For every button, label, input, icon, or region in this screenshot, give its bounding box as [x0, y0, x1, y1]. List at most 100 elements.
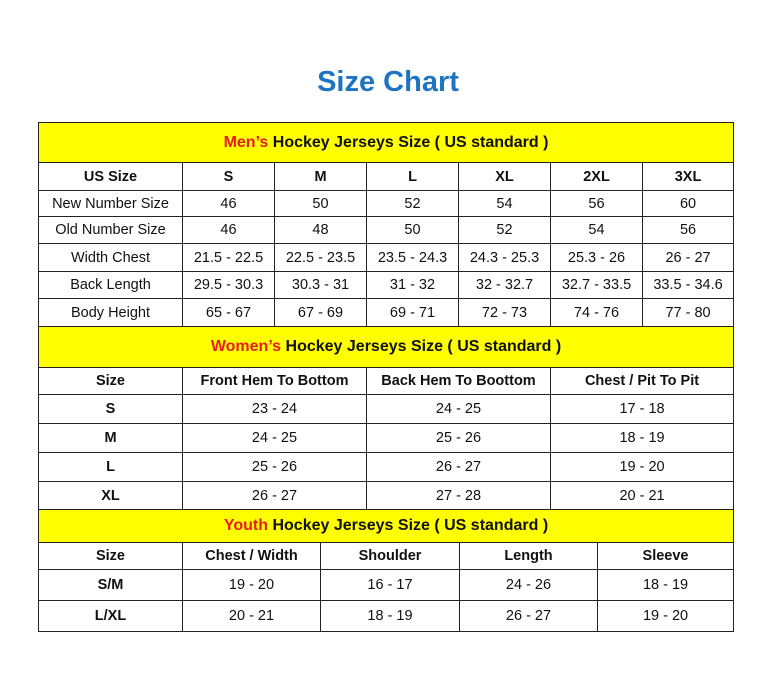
column-header-text: L: [408, 168, 417, 185]
table-cell: 30.3 - 31: [274, 271, 367, 299]
table-cell: 19 - 20: [182, 569, 321, 601]
table-cell: 26 - 27: [182, 481, 367, 510]
table-cell: 46: [182, 190, 275, 217]
column-header-text: Sleeve: [642, 548, 689, 564]
table-cell: L/XL: [38, 600, 183, 632]
table-cell: 32 - 32.7: [458, 271, 551, 299]
column-header-text: Chest / Pit To Pit: [584, 373, 700, 389]
section-title: Women’s Hockey Jerseys Size ( US standar…: [37, 326, 735, 368]
table-cell: 25 - 26: [366, 423, 551, 453]
table-cell: 26 - 27: [459, 600, 598, 632]
table-cell: 29.5 - 30.3: [182, 271, 275, 299]
table-cell: M: [38, 423, 183, 453]
table-cell: 18 - 19: [549, 423, 735, 453]
table-cell: 25.3 - 26: [550, 243, 643, 272]
column-header-text: Front Hem To Bottom: [200, 373, 349, 389]
table-cell: 60: [641, 190, 735, 217]
table-cell: L: [38, 452, 183, 482]
table-cell: 54: [550, 216, 643, 244]
table-cell: Back Length: [38, 271, 183, 299]
column-header-text: XL: [495, 168, 514, 185]
table-cell: 48: [274, 216, 367, 244]
table-cell: 56: [641, 216, 735, 244]
table-cell: 72 - 73: [458, 298, 551, 327]
column-header-text: Length: [504, 548, 553, 564]
column-header-text: Size: [95, 548, 125, 564]
section-title-rest: Hockey Jerseys Size ( US standard ): [268, 133, 549, 151]
table-cell: 19 - 20: [596, 600, 735, 632]
table-row: Old Number Size 46 48 50 52 54 56: [38, 216, 735, 244]
womens-size-table: Women’s Hockey Jerseys Size ( US standar…: [37, 326, 735, 510]
column-header: Chest / Width: [182, 542, 321, 570]
section-title-highlight: Women’s: [210, 338, 282, 355]
table-cell: XL: [38, 481, 183, 510]
table-cell: 46: [182, 216, 275, 244]
column-header: Size: [38, 542, 183, 570]
column-header: Size: [38, 367, 183, 395]
table-cell: 52: [458, 216, 551, 244]
column-header: Shoulder: [320, 542, 460, 570]
section-header: Women’s Hockey Jerseys Size ( US standar…: [37, 326, 735, 368]
table-cell: 27 - 28: [366, 481, 551, 510]
table-cell: 50: [366, 216, 459, 244]
column-header-row: Size Chest / Width Shoulder Length Sleeve: [38, 542, 735, 570]
table-cell: 33.5 - 34.6: [641, 271, 735, 299]
section-title: Men’s Hockey Jerseys Size ( US standard …: [37, 122, 735, 163]
table-row: Back Length 29.5 - 30.3 30.3 - 31 31 - 32 32…: [38, 271, 735, 299]
section-header: Youth Hockey Jerseys Size ( US standard …: [37, 509, 735, 543]
column-header: 2XL: [550, 162, 643, 191]
column-header-text: Chest / Width: [205, 548, 298, 564]
section-title: Youth Hockey Jerseys Size ( US standard …: [37, 509, 735, 543]
table-row: S/M 19 - 20 16 - 17 24 - 26 18 - 19: [38, 569, 735, 601]
column-header: Length: [459, 542, 598, 570]
table-row: L/XL 20 - 21 18 - 19 26 - 27 19 - 20: [38, 600, 735, 632]
section-title-rest: Hockey Jerseys Size ( US standard ): [268, 517, 549, 534]
section-title-highlight: Men’s: [223, 133, 269, 151]
table-cell: 18 - 19: [596, 569, 735, 601]
table-cell: 24 - 25: [366, 394, 551, 424]
section-title-rest: Hockey Jerseys Size ( US standard ): [281, 338, 562, 355]
column-header-text: 3XL: [674, 168, 702, 185]
section-header: Men’s Hockey Jerseys Size ( US standard …: [37, 122, 735, 163]
column-header-row: Size Front Hem To Bottom Back Hem To Boott…: [38, 367, 735, 395]
table-row: L 25 - 26 26 - 27 19 - 20: [38, 452, 735, 482]
table-cell: 50: [274, 190, 367, 217]
youth-size-table: Youth Hockey Jerseys Size ( US standard …: [37, 509, 735, 632]
column-header-text: US Size: [83, 168, 138, 185]
section-title-highlight: Youth: [223, 517, 269, 534]
column-header: Chest / Pit To Pit: [549, 367, 735, 395]
table-cell: 26 - 27: [641, 243, 735, 272]
table-cell: 18 - 19: [320, 600, 460, 632]
table-cell: 52: [366, 190, 459, 217]
table-cell: 20 - 21: [182, 600, 321, 632]
column-header-text: S: [223, 168, 234, 185]
column-header-text: Shoulder: [358, 548, 422, 564]
table-cell: 25 - 26: [182, 452, 367, 482]
column-header: S: [182, 162, 275, 191]
table-cell: 21.5 - 22.5: [182, 243, 275, 272]
column-header: L: [366, 162, 459, 191]
table-row: Body Height 65 - 67 67 - 69 69 - 71 72 - 73 7…: [38, 298, 735, 327]
table-row: XL 26 - 27 27 - 28 20 - 21: [38, 481, 735, 510]
table-cell: 17 - 18: [549, 394, 735, 424]
table-cell: 23.5 - 24.3: [366, 243, 459, 272]
column-header: Front Hem To Bottom: [182, 367, 367, 395]
table-row: Width Chest 21.5 - 22.5 22.5 - 23.5 23.5 - …: [38, 243, 735, 272]
table-cell: 77 - 80: [641, 298, 735, 327]
table-cell: S/M: [38, 569, 183, 601]
table-cell: 24 - 25: [182, 423, 367, 453]
table-cell: Body Height: [38, 298, 183, 327]
table-cell: 74 - 76: [550, 298, 643, 327]
table-cell: 67 - 69: [274, 298, 367, 327]
column-header: US Size: [38, 162, 183, 191]
page-title: Size Chart: [317, 66, 459, 98]
table-cell: 69 - 71: [366, 298, 459, 327]
table-row: M 24 - 25 25 - 26 18 - 19: [38, 423, 735, 453]
table-cell: 31 - 32: [366, 271, 459, 299]
mens-size-table: Men’s Hockey Jerseys Size ( US standard …: [37, 122, 735, 327]
column-header-text: Size: [95, 373, 125, 389]
table-cell: 26 - 27: [366, 452, 551, 482]
table-cell: 65 - 67: [182, 298, 275, 327]
table-cell: 54: [458, 190, 551, 217]
column-header: 3XL: [641, 162, 735, 191]
